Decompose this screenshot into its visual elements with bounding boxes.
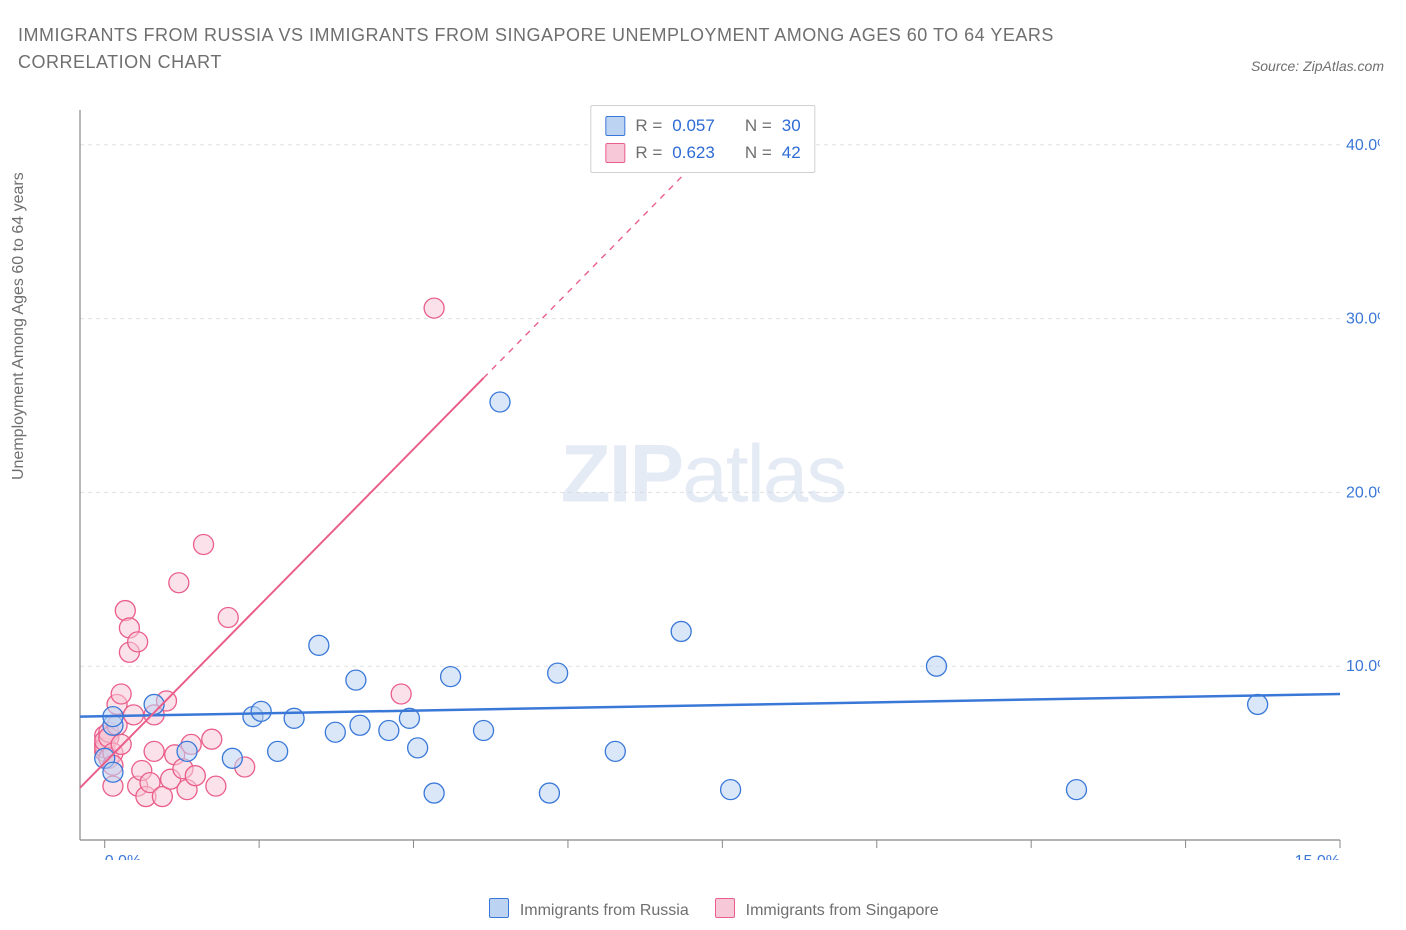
svg-text:30.0%: 30.0% <box>1346 311 1380 328</box>
correlation-legend: R = 0.057 N = 30 R = 0.623 N = 42 <box>590 105 815 173</box>
legend-row-pink: R = 0.623 N = 42 <box>605 139 800 166</box>
legend-swatch-blue <box>605 116 625 136</box>
chart-title: IMMIGRANTS FROM RUSSIA VS IMMIGRANTS FRO… <box>18 22 1186 76</box>
svg-text:0.0%: 0.0% <box>105 853 141 860</box>
scatter-chart: 0.0% 15.0% 10.0% 20.0% 30.0% 40.0% <box>50 100 1380 860</box>
legend-row-blue: R = 0.057 N = 30 <box>605 112 800 139</box>
legend-swatch-pink <box>605 143 625 163</box>
legend-swatch-russia <box>489 898 509 918</box>
legend-label-singapore: Immigrants from Singapore <box>746 902 939 919</box>
r-value: 0.057 <box>672 112 715 139</box>
r-value: 0.623 <box>672 139 715 166</box>
svg-text:20.0%: 20.0% <box>1346 484 1380 501</box>
n-label: N = <box>745 112 772 139</box>
svg-text:40.0%: 40.0% <box>1346 137 1380 154</box>
r-label: R = <box>635 112 662 139</box>
legend-swatch-singapore <box>715 898 735 918</box>
n-value: 42 <box>782 139 801 166</box>
x-axis-legend: Immigrants from Russia Immigrants from S… <box>0 898 1406 920</box>
r-label: R = <box>635 139 662 166</box>
legend-label-russia: Immigrants from Russia <box>520 902 689 919</box>
n-value: 30 <box>782 112 801 139</box>
svg-text:10.0%: 10.0% <box>1346 658 1380 675</box>
source-label: Source: ZipAtlas.com <box>1251 58 1384 74</box>
svg-text:15.0%: 15.0% <box>1295 853 1340 860</box>
n-label: N = <box>745 139 772 166</box>
y-axis-title: Unemployment Among Ages 60 to 64 years <box>10 172 28 480</box>
